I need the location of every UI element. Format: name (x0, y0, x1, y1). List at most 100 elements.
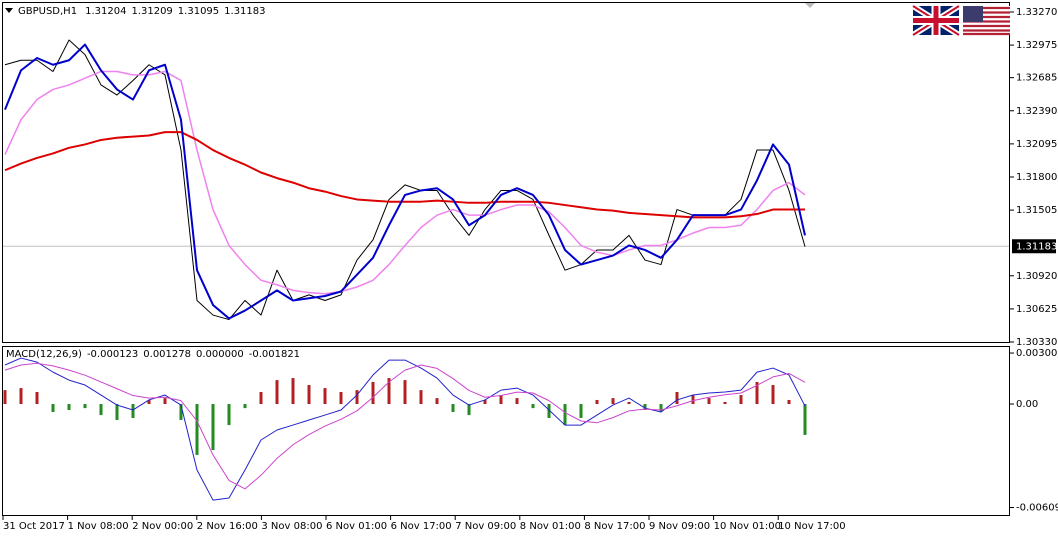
histogram-bar (723, 401, 727, 405)
histogram-bar (771, 385, 775, 405)
histogram-bar (307, 385, 311, 405)
histogram-bar (803, 404, 807, 435)
header: GBPUSD,H1 1.31204 1.31209 1.31095 1.31183 (18, 6, 266, 17)
histogram-bar (51, 404, 55, 413)
shift-marker (805, 3, 815, 8)
reading: -0.000123 (87, 349, 138, 360)
histogram-bar (387, 378, 391, 405)
histogram-bar (3, 390, 7, 405)
y-tick-label: 1.32390 (1016, 106, 1057, 117)
x-tick-label: 9 Nov 09:00 (649, 521, 710, 532)
x-tick-label: 7 Nov 09:00 (455, 521, 516, 532)
x-tick-label: 8 Nov 17:00 (584, 521, 645, 532)
menu-arrow (5, 8, 13, 13)
histogram-bar (531, 404, 535, 409)
series-line (4, 43, 806, 320)
x-tick-label: 6 Nov 01:00 (326, 521, 387, 532)
low: 1.31095 (178, 6, 219, 17)
histogram-bar (547, 404, 551, 418)
histogram-bar (563, 404, 567, 426)
histogram-bar (483, 399, 487, 405)
high: 1.31209 (131, 6, 172, 17)
histogram-bar (355, 390, 359, 405)
reading: -0.001821 (249, 349, 300, 360)
histogram-bar (691, 395, 695, 405)
histogram-bar (403, 380, 407, 405)
close: 1.31183 (224, 6, 265, 17)
y-tick-label: 1.32095 (1016, 139, 1057, 150)
histogram-bar (419, 390, 423, 405)
histogram-bar (163, 398, 167, 405)
y-tick-label: 1.33270 (1016, 7, 1057, 18)
histogram-bar (131, 404, 135, 418)
histogram-bar (275, 380, 279, 405)
series-line (4, 70, 806, 295)
histogram-bar (115, 404, 119, 420)
x-tick-label: 8 Nov 01:00 (520, 521, 581, 532)
x-tick-label: 1 Nov 08:00 (68, 521, 129, 532)
x-tick-label: 2 Nov 00:00 (132, 521, 193, 532)
histogram-bar (99, 404, 103, 416)
price-pane (2, 2, 1010, 343)
x-tick-label: 6 Nov 17:00 (391, 521, 452, 532)
y-tick-label: 1.30625 (1016, 304, 1057, 315)
x-tick-label: 10 Nov 17:00 (778, 521, 845, 532)
histogram-bar (675, 391, 679, 405)
histogram-bar (371, 381, 375, 405)
x-tick-label: 2 Nov 16:00 (197, 521, 258, 532)
macd-pane (2, 346, 1010, 516)
symbol: GBPUSD,H1 (18, 6, 77, 17)
histogram-bar (515, 398, 519, 405)
histogram-bar (147, 399, 151, 405)
y-tick-label: 0.003005 (1016, 348, 1058, 359)
indicator: MACD(12,26,9) (6, 349, 82, 360)
y-tick-label: 1.32685 (1016, 73, 1057, 84)
histogram-bar (499, 395, 503, 405)
histogram-bar (19, 388, 23, 405)
histogram-bar (707, 398, 711, 405)
histogram-bar (451, 404, 455, 413)
open: 1.31204 (85, 6, 126, 17)
histogram-bar (787, 399, 791, 405)
reading: 0.001278 (143, 349, 191, 360)
histogram-bar (83, 404, 87, 409)
histogram-bar (291, 378, 295, 405)
y-tick-label: 1.32975 (1016, 40, 1057, 51)
histogram-bar (211, 404, 215, 451)
histogram-bar (243, 404, 247, 409)
last-price-box (1012, 239, 1056, 254)
x-tick-label: 3 Nov 08:00 (261, 521, 322, 532)
histogram-bar (323, 388, 327, 405)
last-price-label: 1.31183 (1016, 241, 1057, 252)
y-tick-label: 0.00 (1016, 399, 1038, 410)
histogram-bar (643, 404, 647, 410)
histogram-bar (195, 404, 199, 455)
y-tick-label: -0.006099 (1016, 503, 1058, 514)
histogram-bar (739, 395, 743, 405)
y-tick-label: 1.30920 (1016, 271, 1057, 282)
histogram-bar (435, 398, 439, 405)
histogram-bar (755, 381, 759, 405)
series-line (4, 362, 806, 490)
histogram-bar (467, 404, 471, 416)
histogram-bar (227, 404, 231, 426)
y-tick-label: 1.30330 (1016, 337, 1057, 348)
series-line (4, 357, 806, 501)
histogram-bar (339, 391, 343, 405)
histogram-bar (67, 404, 71, 410)
histogram-bar (659, 404, 663, 413)
us-flag (963, 6, 1010, 36)
macd-header: MACD(12,26,9) -0.000123 0.001278 0.000000 -0… (6, 349, 300, 360)
series-line (4, 131, 805, 219)
histogram-bar (179, 404, 183, 420)
histogram-bar (611, 398, 615, 405)
y-tick-label: 1.31800 (1016, 172, 1057, 183)
histogram-bar (627, 401, 631, 405)
uk-flag (911, 3, 961, 38)
reading: 0.000000 (196, 349, 244, 360)
x-tick-label: 31 Oct 2017 (3, 521, 65, 532)
histogram-bar (259, 391, 263, 405)
